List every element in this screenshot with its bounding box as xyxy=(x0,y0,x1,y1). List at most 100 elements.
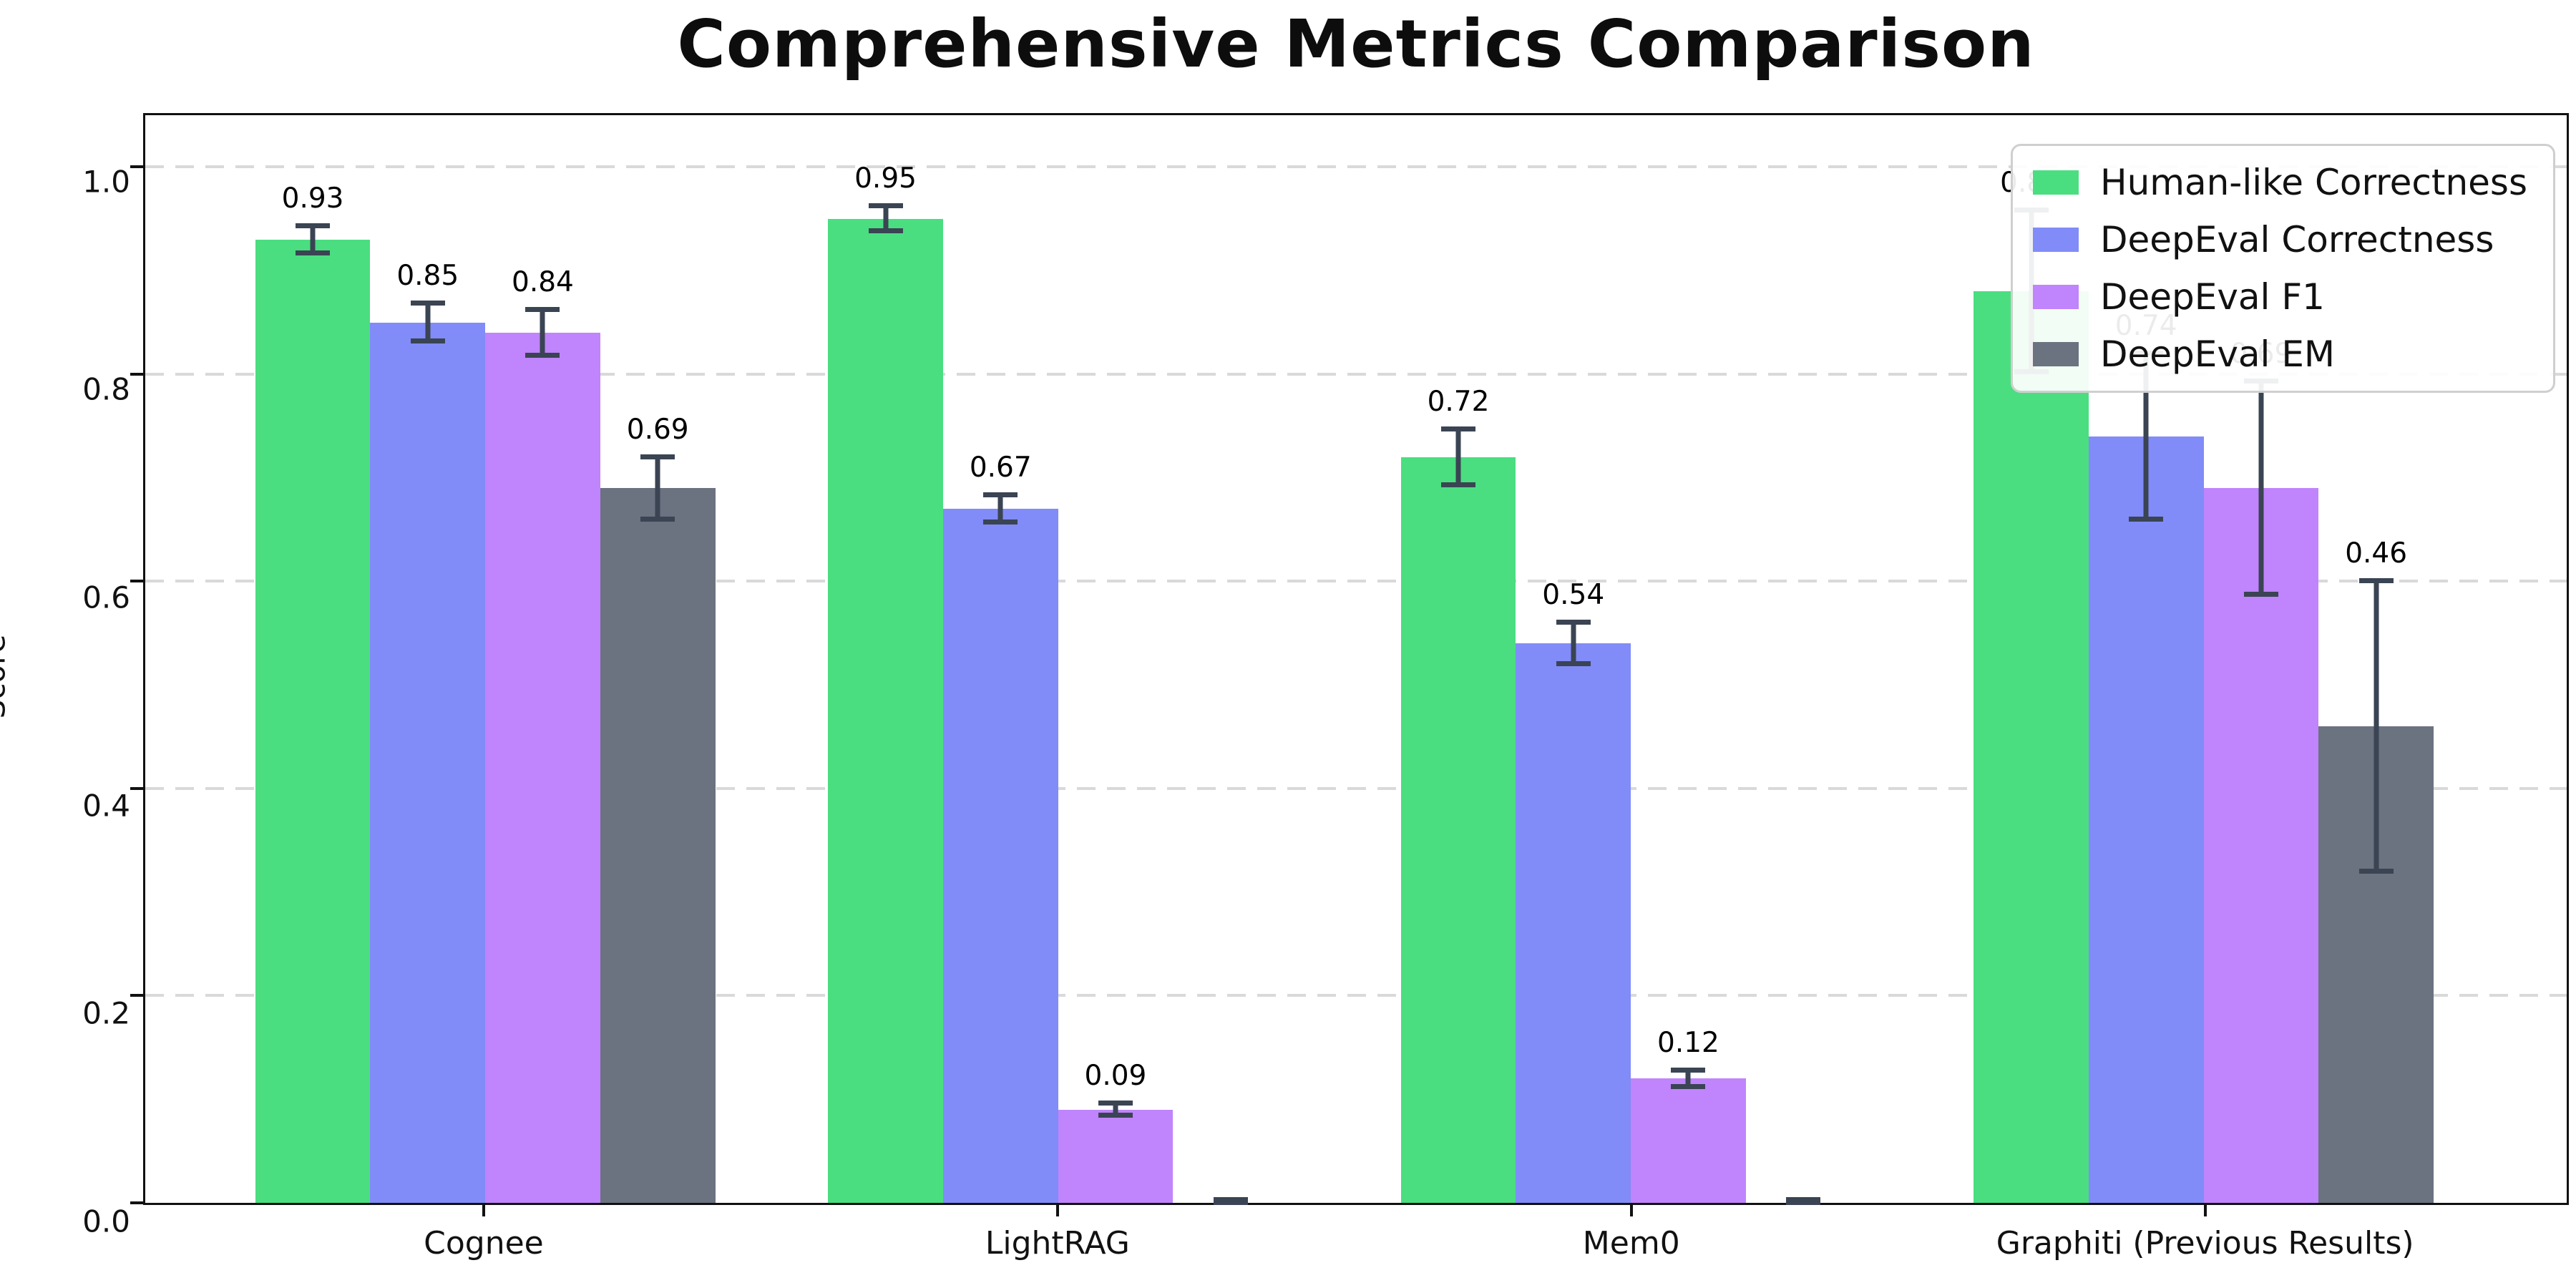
bar-human-like-correctness-graphiti-previous-results xyxy=(1974,291,2089,1203)
bar-human-like-correctness-lightrag xyxy=(828,218,943,1203)
legend: Human-like Correctness DeepEval Correctne… xyxy=(2010,144,2555,393)
legend-row-deepeval-em: DeepEval EM xyxy=(2032,333,2527,375)
error-cap-bottom-deepeval-em-mem0 xyxy=(1786,1200,1821,1205)
error-cap-top-deepeval-em-cognee xyxy=(640,454,675,459)
error-cap-top-deepeval-correctness-mem0 xyxy=(1556,620,1591,625)
error-cap-top-human-like-correctness-lightrag xyxy=(868,203,903,209)
error-cap-top-deepeval-correctness-lightrag xyxy=(983,492,1018,498)
legend-label-deepeval-correctness: DeepEval Correctness xyxy=(2099,219,2494,260)
ytick-mark-1.0 xyxy=(130,165,143,169)
legend-row-deepeval-f1: DeepEval F1 xyxy=(2032,279,2527,315)
error-cap-bottom-deepeval-em-graphiti-previous-results xyxy=(2358,868,2394,874)
legend-swatch-deepeval-f1 xyxy=(2032,285,2079,309)
error-cap-bottom-deepeval-correctness-cognee xyxy=(410,338,445,343)
error-cap-top-human-like-correctness-cognee xyxy=(296,223,331,228)
error-bar-deepeval-em-cognee xyxy=(655,457,660,519)
bar-human-like-correctness-cognee xyxy=(255,239,371,1203)
xtick-mark-graphiti-previous-results xyxy=(2203,1205,2207,1216)
value-label-deepeval-em-cognee: 0.69 xyxy=(626,413,689,446)
bar-deepeval-em-cognee xyxy=(600,488,716,1203)
error-bar-deepeval-f1-graphiti-previous-results xyxy=(2258,381,2264,595)
error-cap-bottom-deepeval-correctness-graphiti-previous-results xyxy=(2129,516,2164,522)
bar-deepeval-correctness-cognee xyxy=(370,322,486,1203)
ytick-mark-0.0 xyxy=(130,1201,143,1204)
gridline-y-0.8 xyxy=(145,372,2567,376)
error-cap-top-human-like-correctness-mem0 xyxy=(1441,426,1476,431)
value-label-deepeval-correctness-mem0: 0.54 xyxy=(1542,579,1605,612)
xtick-mark-lightrag xyxy=(1055,1205,1059,1216)
value-label-deepeval-f1-lightrag: 0.09 xyxy=(1084,1060,1147,1093)
error-cap-top-deepeval-em-graphiti-previous-results xyxy=(2358,578,2394,584)
error-cap-bottom-human-like-correctness-cognee xyxy=(296,250,331,255)
xtick-label-graphiti-previous-results: Graphiti (Previous Results) xyxy=(1996,1225,2414,1262)
bar-deepeval-f1-graphiti-previous-results xyxy=(2203,488,2319,1203)
bar-deepeval-correctness-graphiti-previous-results xyxy=(2088,436,2204,1203)
error-cap-bottom-deepeval-em-cognee xyxy=(640,516,675,522)
ytick-label-0.4: 0.4 xyxy=(82,788,130,824)
error-bar-deepeval-em-graphiti-previous-results xyxy=(2373,581,2379,872)
ytick-mark-0.2 xyxy=(130,994,143,997)
error-bar-deepeval-correctness-graphiti-previous-results xyxy=(2143,353,2149,519)
xtick-mark-cognee xyxy=(482,1205,485,1216)
value-label-deepeval-correctness-cognee: 0.85 xyxy=(396,260,459,293)
ytick-label-0.2: 0.2 xyxy=(82,995,130,1031)
y-axis-title: Score xyxy=(0,634,12,719)
error-cap-bottom-deepeval-f1-lightrag xyxy=(1098,1113,1133,1118)
error-cap-bottom-deepeval-correctness-mem0 xyxy=(1556,661,1591,667)
error-cap-bottom-human-like-correctness-lightrag xyxy=(868,228,903,234)
error-cap-top-deepeval-em-lightrag xyxy=(1213,1196,1248,1202)
legend-swatch-deepeval-correctness xyxy=(2032,228,2079,252)
plot-area: 0.930.950.720.880.850.670.540.740.840.09… xyxy=(130,113,2569,1205)
ytick-label-0.0: 0.0 xyxy=(82,1204,130,1239)
error-bar-deepeval-correctness-mem0 xyxy=(1571,623,1576,665)
value-label-human-like-correctness-mem0: 0.72 xyxy=(1427,385,1490,418)
error-cap-bottom-deepeval-em-lightrag xyxy=(1213,1200,1248,1205)
error-bar-deepeval-f1-mem0 xyxy=(1685,1070,1691,1087)
value-label-deepeval-f1-mem0: 0.12 xyxy=(1657,1026,1719,1059)
error-cap-bottom-deepeval-f1-mem0 xyxy=(1671,1083,1706,1089)
error-bar-deepeval-correctness-lightrag xyxy=(997,495,1003,522)
error-cap-top-deepeval-em-mem0 xyxy=(1786,1196,1821,1202)
value-label-human-like-correctness-lightrag: 0.95 xyxy=(854,162,917,195)
xtick-label-lightrag: LightRAG xyxy=(985,1225,1130,1262)
ytick-mark-0.6 xyxy=(130,580,143,583)
bar-human-like-correctness-mem0 xyxy=(1400,457,1516,1203)
gridline-y-0.4 xyxy=(145,786,2567,790)
error-cap-top-deepeval-correctness-cognee xyxy=(410,301,445,306)
bar-deepeval-f1-mem0 xyxy=(1631,1078,1746,1203)
error-cap-bottom-deepeval-correctness-lightrag xyxy=(983,519,1018,525)
error-bar-deepeval-correctness-cognee xyxy=(425,303,431,341)
error-cap-bottom-deepeval-f1-graphiti-previous-results xyxy=(2243,592,2278,597)
legend-label-deepeval-em: DeepEval EM xyxy=(2099,333,2336,375)
error-cap-top-deepeval-f1-lightrag xyxy=(1098,1101,1133,1106)
xtick-label-mem0: Mem0 xyxy=(1582,1225,1680,1262)
error-cap-bottom-deepeval-f1-cognee xyxy=(525,352,560,358)
bar-deepeval-correctness-lightrag xyxy=(942,509,1058,1203)
bar-deepeval-f1-cognee xyxy=(485,333,600,1203)
gridline-y-0.2 xyxy=(145,994,2567,997)
legend-row-deepeval-correctness: DeepEval Correctness xyxy=(2032,219,2527,260)
legend-label-human-like-correctness: Human-like Correctness xyxy=(2099,162,2527,203)
bar-deepeval-f1-lightrag xyxy=(1058,1109,1174,1203)
ytick-label-1.0: 1.0 xyxy=(82,164,130,200)
value-label-deepeval-correctness-lightrag: 0.67 xyxy=(969,452,1032,484)
legend-swatch-human-like-correctness xyxy=(2032,170,2079,195)
bar-deepeval-correctness-mem0 xyxy=(1516,643,1631,1203)
error-bar-deepeval-f1-lightrag xyxy=(1113,1103,1118,1116)
error-cap-bottom-human-like-correctness-mem0 xyxy=(1441,482,1476,487)
chart-title: Comprehensive Metrics Comparison xyxy=(677,6,2035,82)
error-bar-human-like-correctness-cognee xyxy=(310,225,316,253)
value-label-human-like-correctness-cognee: 0.93 xyxy=(281,182,344,215)
xtick-label-cognee: Cognee xyxy=(424,1225,544,1262)
error-bar-human-like-correctness-mem0 xyxy=(1455,429,1461,485)
ytick-label-0.6: 0.6 xyxy=(82,580,130,615)
error-cap-top-deepeval-f1-cognee xyxy=(525,307,560,313)
legend-swatch-deepeval-em xyxy=(2032,342,2079,366)
error-bar-human-like-correctness-lightrag xyxy=(883,206,889,232)
value-label-deepeval-f1-cognee: 0.84 xyxy=(512,266,574,299)
gridline-y-1.0 xyxy=(145,165,2567,169)
value-label-deepeval-em-graphiti-previous-results: 0.46 xyxy=(2345,537,2408,570)
error-bar-deepeval-f1-cognee xyxy=(540,310,545,356)
xtick-mark-mem0 xyxy=(1629,1205,1633,1216)
